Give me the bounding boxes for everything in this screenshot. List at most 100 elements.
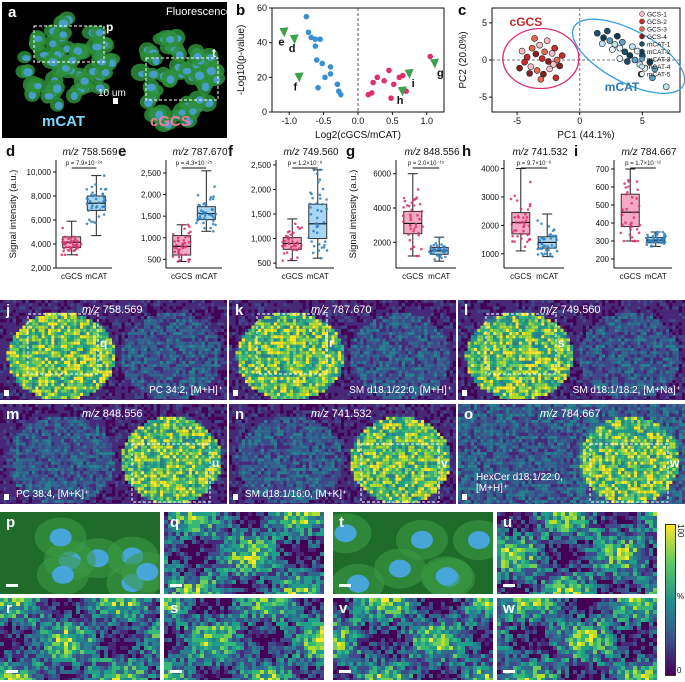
- ms-pixel: [70, 370, 74, 374]
- ms-pixel: [9, 360, 13, 364]
- ms-pixel: [293, 341, 297, 345]
- ms-pixel: [172, 383, 176, 387]
- ms-pixel: [185, 380, 189, 384]
- ms-pixel: [169, 309, 173, 313]
- ms-pixel: [214, 383, 218, 387]
- ms-pixel: [150, 325, 154, 329]
- ms-pixel: [89, 325, 93, 329]
- ms-pixel: [350, 312, 354, 316]
- ms-pixel: [195, 344, 199, 348]
- ms-pixel: [137, 348, 141, 352]
- ms-pixel: [248, 360, 252, 364]
- ms-pixel: [305, 325, 309, 329]
- ms-pixel: [169, 380, 173, 384]
- ms-pixel: [73, 351, 77, 355]
- ms-pixel: [318, 344, 322, 348]
- ms-pixel: [185, 354, 189, 358]
- ms-pixel: [302, 351, 306, 355]
- ms-pixel: [38, 300, 42, 304]
- ms-pixel: [124, 309, 128, 313]
- ms-pixel: [188, 364, 192, 368]
- ms-pixel: [312, 392, 316, 396]
- ms-pixel: [102, 322, 106, 326]
- ms-pixel: [305, 316, 309, 320]
- ms-pixel: [341, 380, 345, 384]
- ms-pixel: [147, 383, 151, 387]
- ms-pixel: [201, 370, 205, 374]
- ms-pixel: [315, 380, 319, 384]
- ms-pixel: [54, 332, 58, 336]
- ms-pixel: [179, 354, 183, 358]
- ms-pixel: [169, 389, 173, 393]
- ms-pixel: [299, 325, 303, 329]
- ms-pixel: [273, 341, 277, 345]
- ms-pixel: [328, 341, 332, 345]
- ms-pixel: [357, 316, 361, 320]
- ms-pixel: [112, 354, 116, 358]
- ms-pixel: [64, 300, 68, 304]
- ms-pixel: [347, 370, 351, 374]
- ms-pixel: [144, 360, 148, 364]
- ms-pixel: [321, 389, 325, 393]
- ms-pixel: [156, 322, 160, 326]
- ms-pixel: [299, 370, 303, 374]
- legend-marker: [639, 48, 645, 55]
- ms-pixel: [257, 325, 261, 329]
- ms-pixel: [360, 367, 364, 371]
- ms-pixel: [261, 386, 265, 390]
- ms-pixel: [76, 380, 80, 384]
- ms-pixel: [347, 364, 351, 368]
- ms-pixel: [41, 335, 45, 339]
- ms-pixel: [73, 303, 77, 307]
- ms-pixel: [156, 370, 160, 374]
- ms-pixel: [392, 322, 396, 326]
- ms-pixel: [192, 322, 196, 326]
- legend-marker: [639, 26, 645, 32]
- ms-pixel: [185, 389, 189, 393]
- ms-pixel: [76, 376, 80, 380]
- ms-pixel: [273, 389, 277, 393]
- ms-pixel: [38, 373, 42, 377]
- ms-pixel: [80, 367, 84, 371]
- ms-pixel: [22, 392, 26, 396]
- ms-pixel: [337, 309, 341, 313]
- ms-pixel: [176, 328, 180, 332]
- ms-pixel: [137, 303, 141, 307]
- ms-pixel: [176, 341, 180, 345]
- ms-pixel: [121, 373, 125, 377]
- p-value: p = 2.0×10⁻¹⁵: [408, 160, 445, 167]
- data-point: [173, 246, 176, 249]
- ms-pixel: [341, 396, 345, 400]
- ms-pixel: [248, 306, 252, 310]
- ms-pixel: [195, 319, 199, 323]
- ms-pixel: [328, 357, 332, 361]
- ms-pixel: [318, 399, 322, 400]
- ms-pixel: [321, 344, 325, 348]
- ms-pixel: [392, 312, 396, 316]
- ms-pixel: [38, 344, 42, 348]
- ms-pixel: [83, 367, 87, 371]
- ms-pixel: [0, 373, 4, 377]
- ms-pixel: [341, 341, 345, 345]
- ms-pixel: [41, 303, 45, 307]
- ms-pixel: [108, 367, 112, 371]
- data-point: [403, 199, 407, 203]
- ms-pixel: [264, 383, 268, 387]
- ms-pixel: [204, 309, 208, 313]
- data-point: [309, 191, 312, 194]
- ms-pixel: [251, 319, 255, 323]
- group-label-mcat: mCAT: [42, 113, 86, 130]
- ms-pixel: [16, 322, 20, 326]
- ms-pixel: [38, 360, 42, 364]
- ms-pixel: [312, 373, 316, 377]
- ms-pixel: [241, 344, 245, 348]
- ms-pixel: [241, 370, 245, 374]
- ms-pixel: [337, 325, 341, 329]
- ms-pixel: [80, 300, 84, 304]
- ms-pixel: [334, 357, 338, 361]
- ms-pixel: [360, 383, 364, 387]
- ms-pixel: [64, 309, 68, 313]
- ms-pixel: [344, 351, 348, 355]
- ms-pixel: [363, 376, 367, 380]
- ms-pixel: [238, 392, 242, 396]
